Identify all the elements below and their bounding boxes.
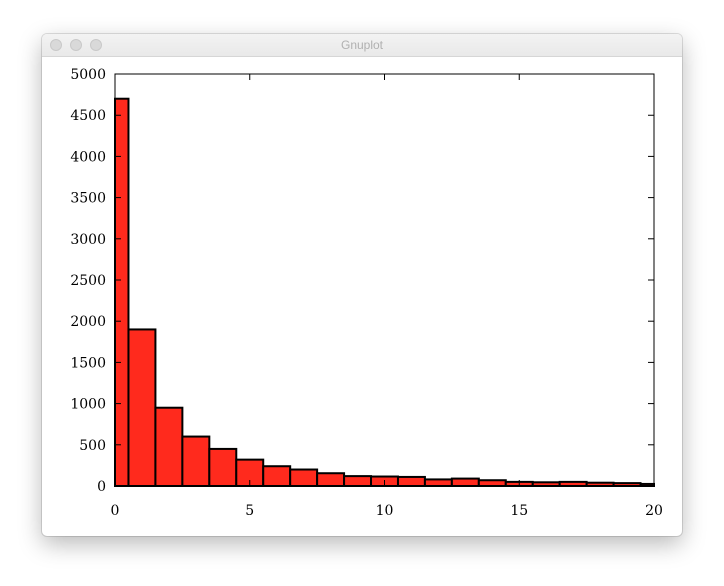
histogram-bar: [262, 465, 292, 487]
x-tick-label: 20: [645, 503, 663, 519]
y-tick-label: 1500: [70, 355, 106, 371]
histogram-bar: [154, 406, 184, 487]
bars-group: [114, 97, 656, 488]
y-tick-label: 2000: [70, 314, 106, 330]
histogram-bar: [208, 447, 238, 488]
window-title: Gnuplot: [340, 38, 384, 52]
y-tick-label: 3000: [70, 232, 106, 248]
histogram-chart: 0 500 1000 1500 2000 2500 3000 3500 4000 4500 5000…: [70, 67, 663, 519]
histogram-bar: [343, 475, 373, 487]
y-tick-label: 2500: [70, 273, 106, 289]
histogram-bar: [477, 479, 507, 487]
x-tick-label: 15: [510, 503, 528, 519]
gnuplot-window: Gnuplot 0 500 1000 1500 2000 2500 3000 3500 4000…: [42, 34, 682, 536]
y-tick-label: 5000: [70, 67, 106, 83]
y-tick-label: 0: [97, 479, 106, 495]
y-tick-label: 3500: [70, 191, 106, 207]
close-window-button[interactable]: [50, 39, 62, 51]
histogram-bar: [127, 328, 157, 487]
histogram-bar: [558, 480, 588, 488]
y-tick-label: 1000: [70, 397, 106, 413]
title-bar[interactable]: Gnuplot: [42, 34, 682, 57]
x-tick-label: 5: [245, 503, 254, 519]
x-tick-label: 10: [376, 503, 394, 519]
histogram-bar: [316, 472, 346, 487]
histogram-bar: [531, 481, 561, 487]
minimize-window-button[interactable]: [70, 39, 82, 51]
axes-group: [114, 73, 655, 487]
y-tick-label: 4500: [70, 108, 106, 124]
histogram-bar: [450, 477, 480, 488]
histogram-bar: [181, 435, 211, 487]
y-tick-label: 500: [79, 438, 106, 454]
y-tick-label: 4000: [70, 149, 106, 165]
plot-frame: [114, 73, 655, 487]
histogram-bar: [423, 478, 453, 487]
histogram-bar: [289, 468, 319, 487]
x-tick-label: 0: [111, 503, 120, 519]
zoom-window-button[interactable]: [90, 39, 102, 51]
histogram-bar: [396, 475, 426, 488]
tick-labels-group: 0 500 1000 1500 2000 2500 3000 3500 4000 4500 5000…: [70, 67, 663, 519]
